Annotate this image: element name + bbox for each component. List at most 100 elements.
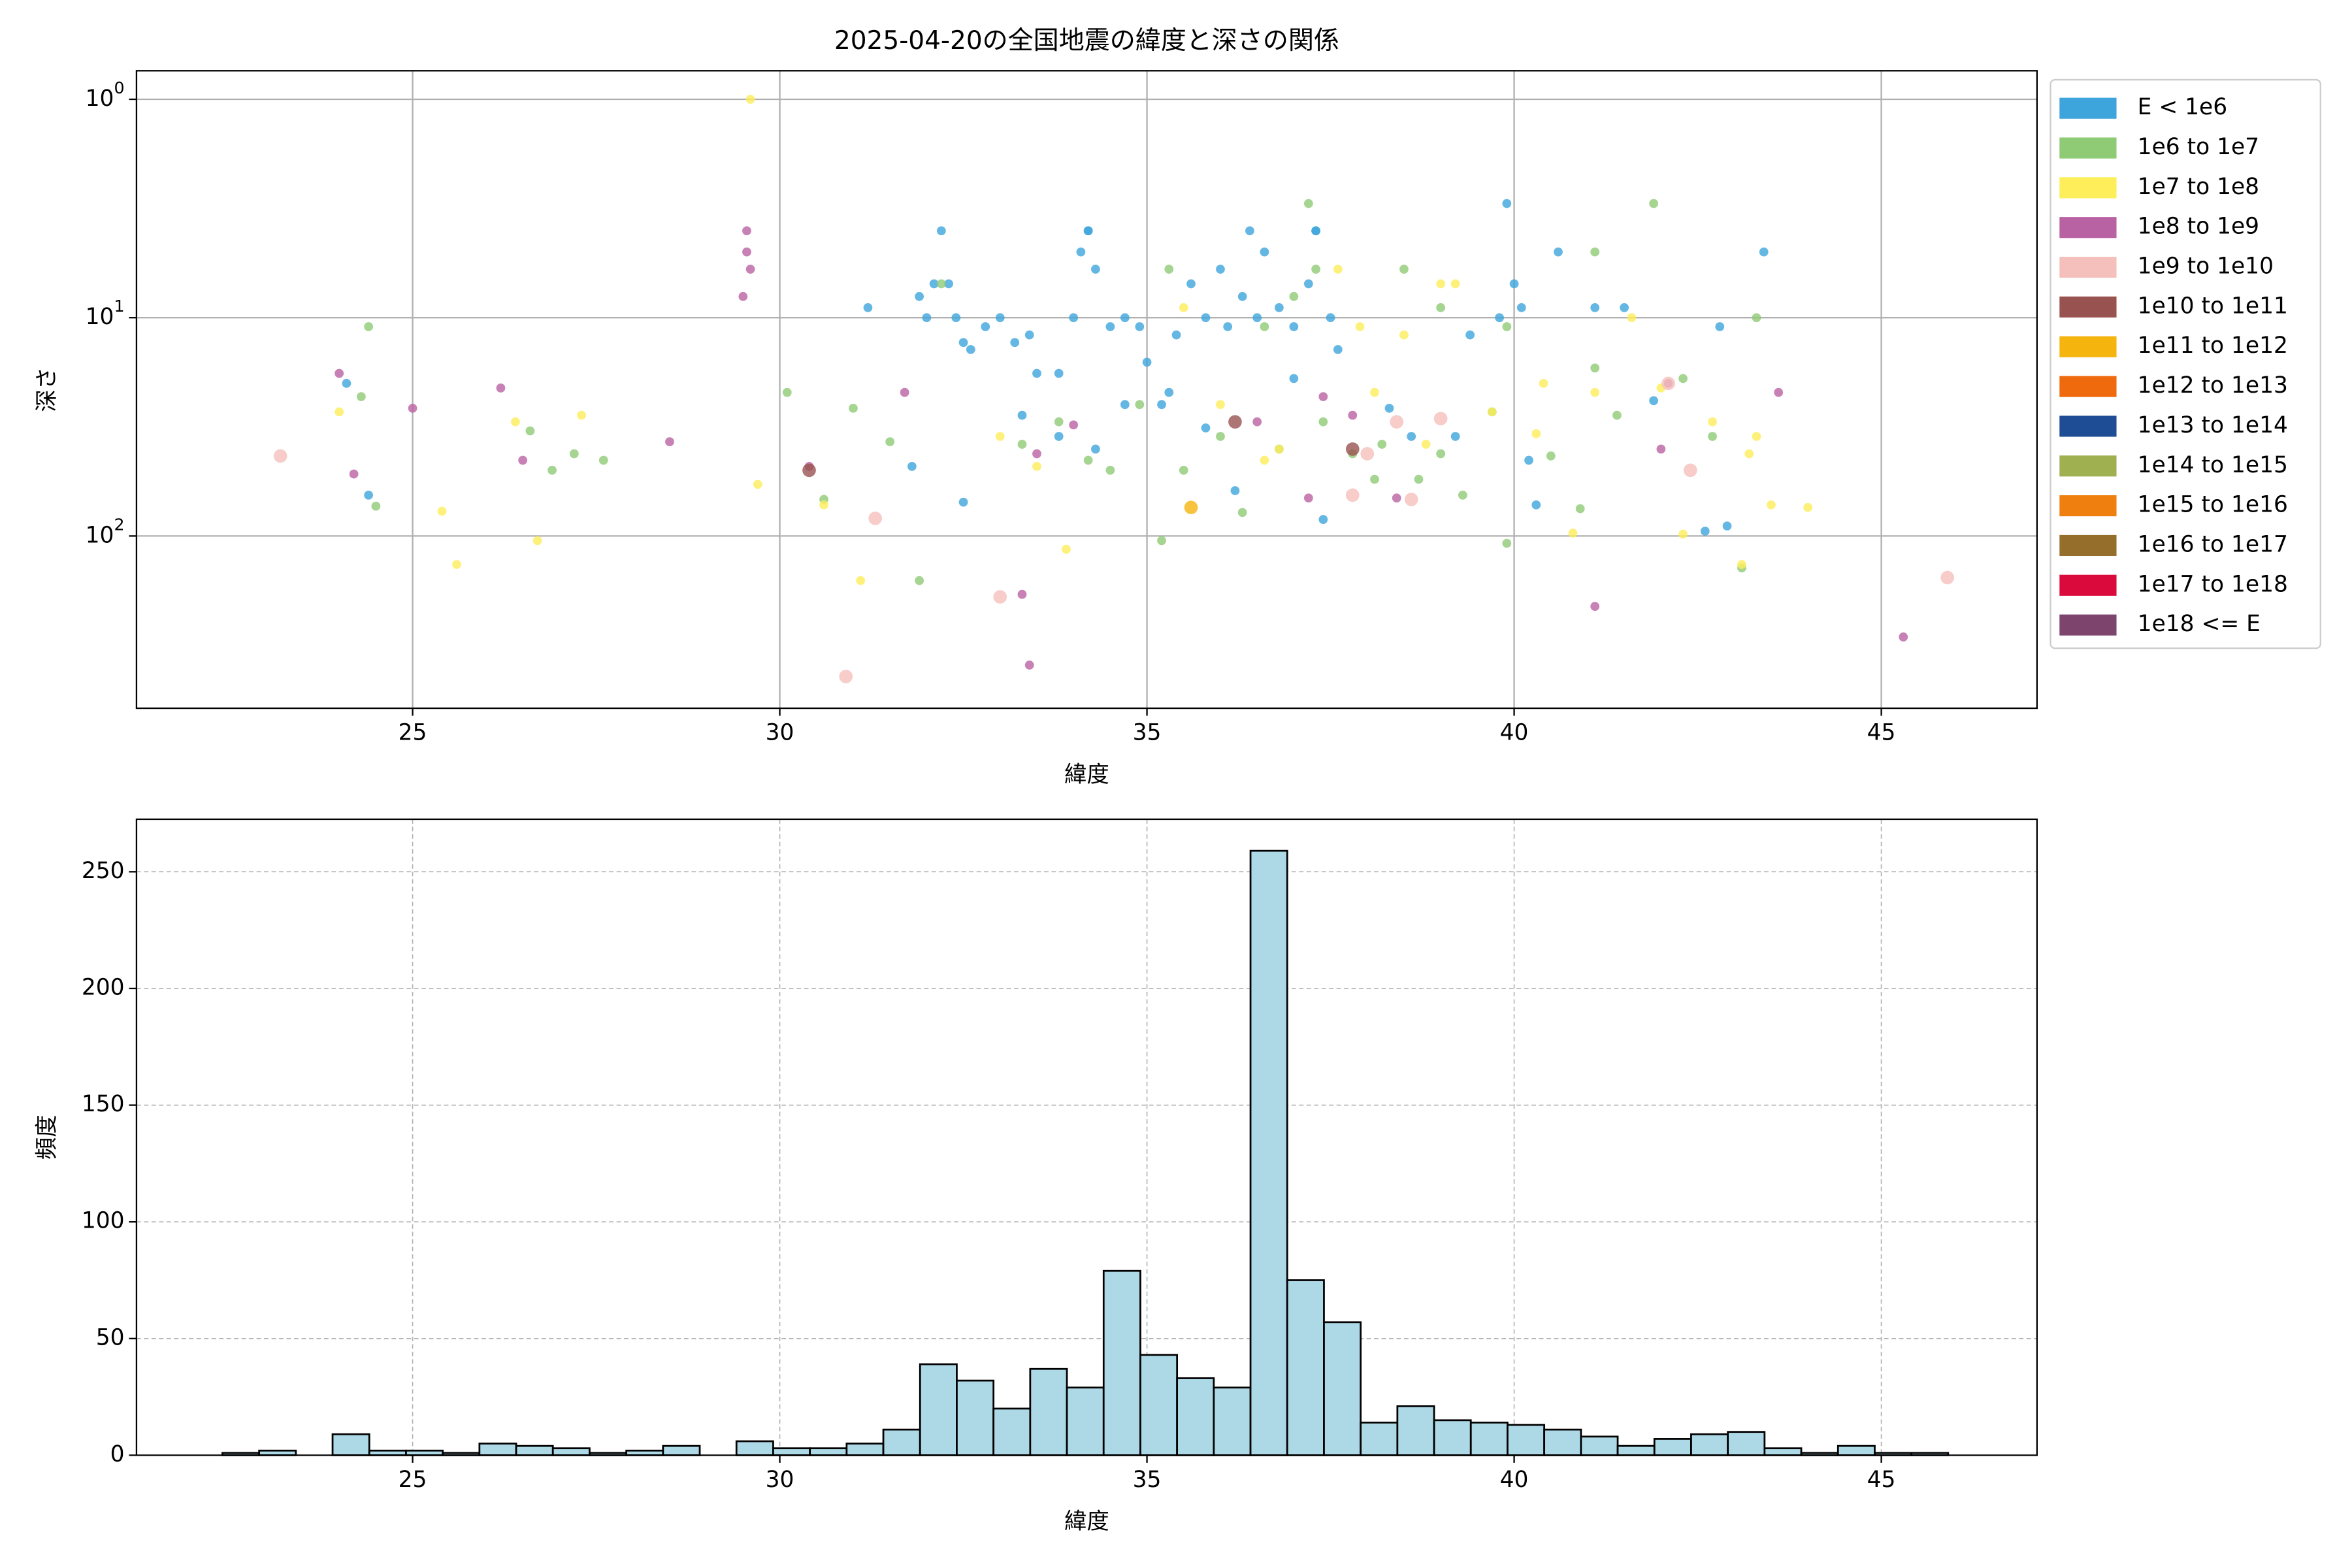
point <box>782 387 792 397</box>
point <box>1436 279 1446 289</box>
point <box>929 279 939 289</box>
bar <box>1066 1386 1105 1456</box>
point <box>742 226 751 236</box>
point <box>1054 417 1064 427</box>
legend-label: 1e14 to 1e15 <box>2138 452 2288 478</box>
point <box>1083 226 1093 236</box>
legend-swatch <box>2059 574 2117 596</box>
point <box>802 463 816 478</box>
point <box>1661 376 1675 391</box>
point <box>1024 661 1034 670</box>
point <box>569 449 579 459</box>
point <box>1252 313 1262 323</box>
point <box>1274 303 1284 312</box>
legend-swatch <box>2059 455 2117 477</box>
point <box>371 501 381 511</box>
point <box>1487 407 1497 417</box>
point <box>1678 374 1688 384</box>
point <box>1303 493 1313 503</box>
bar <box>1690 1433 1729 1456</box>
legend-label: 1e7 to 1e8 <box>2138 174 2259 200</box>
point <box>1201 313 1211 323</box>
point <box>1656 444 1666 454</box>
point <box>1421 440 1431 449</box>
point <box>1495 313 1504 323</box>
y-tick-exponent: 1 <box>114 297 124 316</box>
point <box>1228 415 1242 429</box>
point <box>335 368 344 378</box>
point <box>753 480 762 489</box>
y-tick-base: 10 <box>86 85 114 111</box>
bar <box>1653 1438 1692 1456</box>
bar <box>1507 1424 1546 1456</box>
legend-swatch <box>2059 296 2117 318</box>
point <box>885 437 895 446</box>
legend-swatch <box>2059 495 2117 517</box>
point <box>1326 313 1335 323</box>
point <box>1700 527 1710 536</box>
point <box>1260 247 1269 257</box>
point <box>1708 432 1717 441</box>
point <box>1392 493 1401 503</box>
x-tick-label: 40 <box>1500 1467 1529 1493</box>
point <box>1767 500 1776 510</box>
x-axis-label: 緯度 <box>1064 1509 1109 1535</box>
point <box>1311 265 1320 274</box>
bar <box>1543 1428 1582 1456</box>
point <box>958 338 968 348</box>
point <box>1105 465 1115 475</box>
point <box>1590 363 1600 373</box>
point <box>1502 322 1512 331</box>
point <box>1120 313 1130 323</box>
point <box>1345 442 1360 456</box>
point <box>1010 338 1020 348</box>
point <box>1054 368 1064 378</box>
point <box>1186 279 1196 289</box>
point <box>665 437 674 446</box>
bar <box>1176 1377 1215 1456</box>
point <box>547 465 557 475</box>
point <box>1237 291 1247 301</box>
bar <box>1213 1386 1252 1456</box>
point <box>1649 396 1659 406</box>
point <box>1649 199 1659 208</box>
legend-swatch <box>2059 336 2117 357</box>
point <box>1171 330 1181 340</box>
legend-label: 1e10 to 1e11 <box>2138 293 2288 319</box>
y-tick-exponent: 0 <box>114 78 124 97</box>
point <box>1069 420 1079 430</box>
x-tick-label: 40 <box>1500 720 1529 746</box>
y-tick-base: 10 <box>86 304 114 330</box>
point <box>1318 392 1328 401</box>
point <box>1260 455 1269 465</box>
point <box>1450 432 1460 441</box>
point <box>1333 345 1343 354</box>
point <box>532 536 542 546</box>
y-tick-label: 200 <box>82 974 125 1000</box>
point <box>1899 632 1908 642</box>
point <box>1179 303 1188 312</box>
point <box>1164 387 1174 397</box>
point <box>1062 544 1071 554</box>
point <box>1083 455 1093 465</box>
point <box>1803 502 1813 512</box>
point <box>1683 463 1697 478</box>
legend-label: 1e8 to 1e9 <box>2138 214 2259 240</box>
point <box>1032 449 1041 459</box>
point <box>1311 226 1320 236</box>
point <box>1590 387 1600 397</box>
point <box>1524 455 1533 465</box>
point <box>1157 400 1166 410</box>
bar <box>772 1447 811 1456</box>
x-tick-label: 30 <box>766 720 794 746</box>
x-tick-label: 35 <box>1133 720 1162 746</box>
point <box>598 455 608 465</box>
y-tick-label: 150 <box>82 1091 125 1117</box>
bar <box>735 1440 774 1456</box>
point <box>1348 410 1358 420</box>
bar <box>992 1407 1032 1456</box>
point <box>1590 602 1600 611</box>
point <box>349 469 359 479</box>
